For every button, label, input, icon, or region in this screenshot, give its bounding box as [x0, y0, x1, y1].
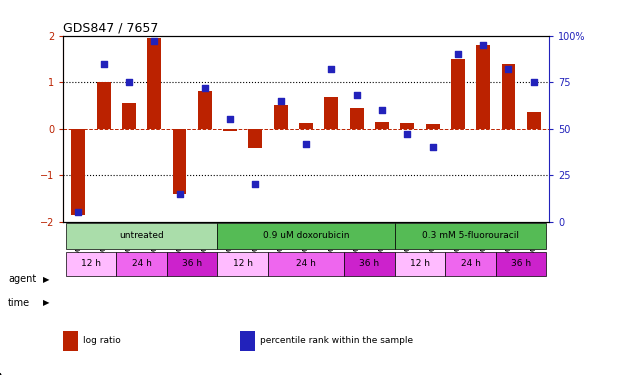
- Text: ▶: ▶: [43, 298, 49, 307]
- Point: [98, 60, 109, 66]
- Point: [276, 98, 286, 104]
- Bar: [400, 123, 414, 129]
- Bar: [350, 108, 363, 129]
- Point: [225, 116, 235, 122]
- Bar: [66, 252, 116, 276]
- Text: 24 h: 24 h: [461, 259, 480, 268]
- Bar: [476, 45, 490, 129]
- Point: [428, 144, 438, 150]
- Point: [251, 182, 261, 188]
- Text: 36 h: 36 h: [511, 259, 531, 268]
- Bar: [71, 129, 85, 215]
- Bar: [147, 38, 161, 129]
- Bar: [344, 252, 394, 276]
- Bar: [122, 103, 136, 129]
- Bar: [218, 252, 268, 276]
- Point: [174, 191, 184, 197]
- Bar: [172, 129, 187, 194]
- Point: [73, 209, 83, 215]
- Text: log ratio: log ratio: [83, 336, 121, 345]
- Bar: [97, 82, 110, 129]
- Text: percentile rank within the sample: percentile rank within the sample: [260, 336, 413, 345]
- Point: [200, 85, 210, 91]
- Text: ▶: ▶: [43, 275, 49, 284]
- Point: [326, 66, 336, 72]
- Bar: [496, 252, 546, 276]
- Point: [149, 38, 159, 44]
- Bar: [198, 90, 212, 129]
- Point: [301, 141, 311, 147]
- Text: 12 h: 12 h: [410, 259, 430, 268]
- Bar: [299, 123, 313, 129]
- Text: time: time: [8, 298, 30, 307]
- Bar: [268, 252, 344, 276]
- Bar: [240, 331, 255, 351]
- Text: 0.9 uM doxorubicin: 0.9 uM doxorubicin: [262, 231, 350, 240]
- Bar: [502, 63, 516, 129]
- Bar: [394, 252, 445, 276]
- Bar: [249, 129, 262, 148]
- Text: 12 h: 12 h: [81, 259, 101, 268]
- Bar: [324, 97, 338, 129]
- Bar: [445, 252, 496, 276]
- Text: 36 h: 36 h: [359, 259, 379, 268]
- Bar: [218, 223, 394, 249]
- Bar: [375, 122, 389, 129]
- Text: 12 h: 12 h: [233, 259, 253, 268]
- Point: [504, 66, 514, 72]
- Text: agent: agent: [8, 274, 37, 284]
- Point: [453, 51, 463, 57]
- Point: [351, 92, 362, 98]
- Bar: [167, 252, 218, 276]
- Bar: [394, 223, 546, 249]
- Point: [124, 79, 134, 85]
- Bar: [451, 59, 465, 129]
- Text: 24 h: 24 h: [132, 259, 151, 268]
- Text: GDS847 / 7657: GDS847 / 7657: [63, 21, 158, 34]
- Bar: [223, 129, 237, 131]
- Point: [402, 131, 412, 137]
- Text: untreated: untreated: [119, 231, 164, 240]
- Text: 0.3 mM 5-fluorouracil: 0.3 mM 5-fluorouracil: [422, 231, 519, 240]
- Bar: [63, 331, 78, 351]
- Bar: [425, 124, 440, 129]
- Bar: [116, 252, 167, 276]
- Bar: [274, 105, 288, 129]
- Text: 24 h: 24 h: [296, 259, 316, 268]
- Bar: [66, 223, 218, 249]
- Point: [529, 79, 539, 85]
- Text: 36 h: 36 h: [182, 259, 202, 268]
- Bar: [527, 112, 541, 129]
- Point: [377, 107, 387, 113]
- Point: [478, 42, 488, 48]
